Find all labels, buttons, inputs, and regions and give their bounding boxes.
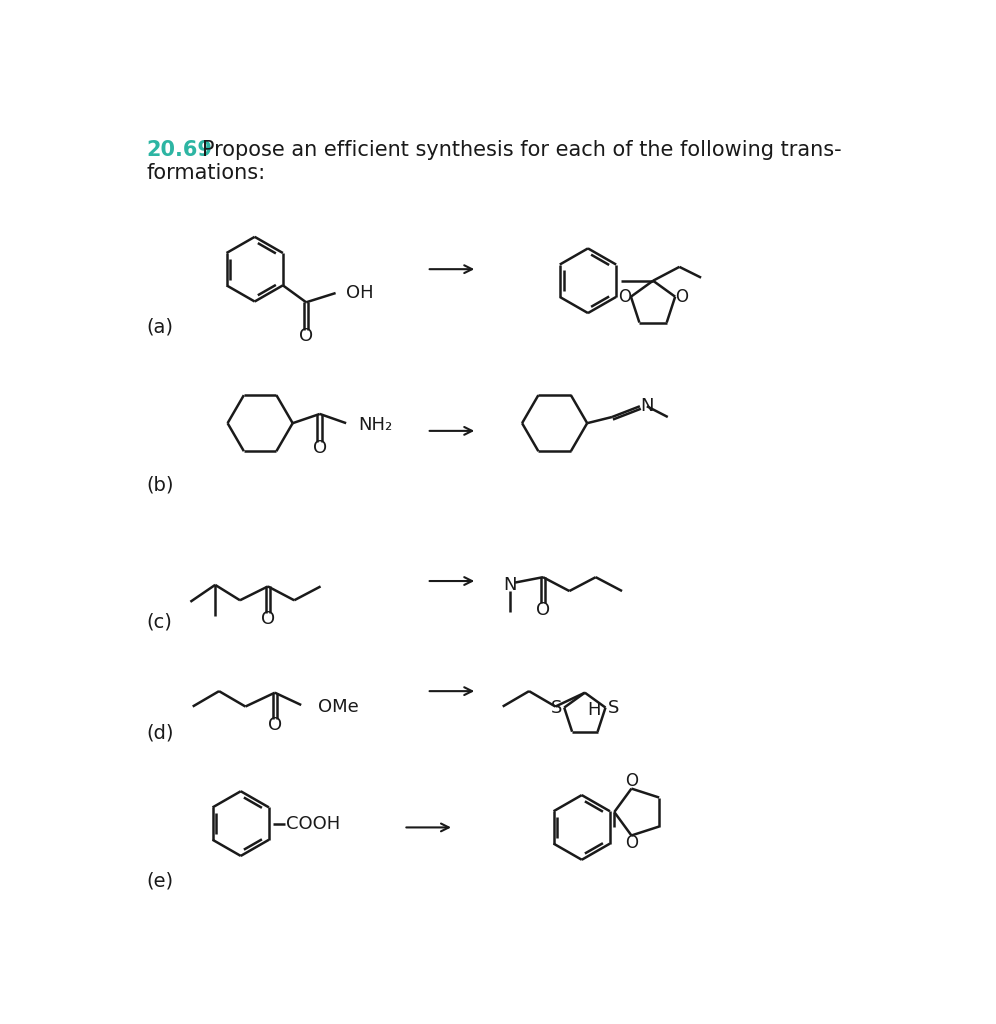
Text: OMe: OMe <box>319 697 359 716</box>
Text: (a): (a) <box>146 317 173 337</box>
Text: O: O <box>299 328 313 345</box>
Text: O: O <box>675 288 688 306</box>
Text: (d): (d) <box>146 723 173 742</box>
Text: O: O <box>624 772 637 790</box>
Text: O: O <box>261 609 275 628</box>
Text: O: O <box>268 716 282 734</box>
Text: (c): (c) <box>146 612 172 632</box>
Text: Propose an efficient synthesis for each of the following trans-: Propose an efficient synthesis for each … <box>202 140 842 160</box>
Text: N: N <box>640 397 653 416</box>
Text: N: N <box>504 575 517 594</box>
Text: S: S <box>551 698 562 717</box>
Text: OH: OH <box>347 284 374 302</box>
Text: NH₂: NH₂ <box>359 416 392 434</box>
Text: (b): (b) <box>146 475 173 495</box>
Text: (e): (e) <box>146 871 173 891</box>
Text: O: O <box>624 835 637 852</box>
Text: H: H <box>588 700 601 719</box>
Text: O: O <box>313 439 327 457</box>
Text: S: S <box>608 698 619 717</box>
Text: O: O <box>536 600 550 618</box>
Text: O: O <box>619 288 631 306</box>
Text: 20.69: 20.69 <box>146 140 212 160</box>
Text: formations:: formations: <box>146 163 265 183</box>
Text: COOH: COOH <box>286 814 340 833</box>
